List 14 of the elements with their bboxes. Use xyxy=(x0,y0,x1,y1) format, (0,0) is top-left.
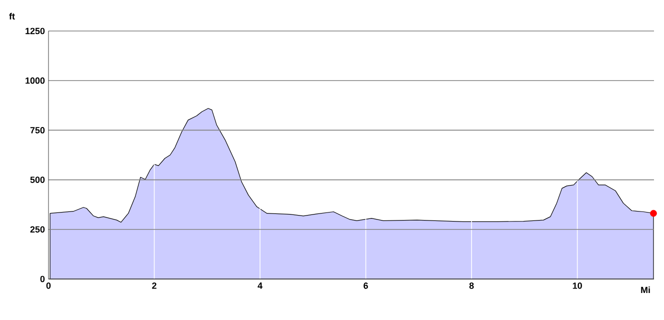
y-tick-label: 500 xyxy=(30,176,45,183)
x-tick-label: 4 xyxy=(258,282,262,289)
y-tick-label: 750 xyxy=(30,127,45,134)
x-tick-label: 2 xyxy=(152,282,156,289)
y-tick-label: 250 xyxy=(30,226,45,233)
x-tick-label: 10 xyxy=(572,282,582,289)
x-tick-label: 0 xyxy=(46,282,51,289)
x-axis-title: Mi xyxy=(641,286,650,294)
y-tick-label: 1250 xyxy=(26,28,45,34)
x-tick-label: 6 xyxy=(364,282,368,289)
y-axis-title: ft xyxy=(9,12,15,20)
x-tick-label: 8 xyxy=(469,282,474,289)
y-tick-label: 1000 xyxy=(26,77,45,84)
y-tick-label: 0 xyxy=(40,276,45,282)
